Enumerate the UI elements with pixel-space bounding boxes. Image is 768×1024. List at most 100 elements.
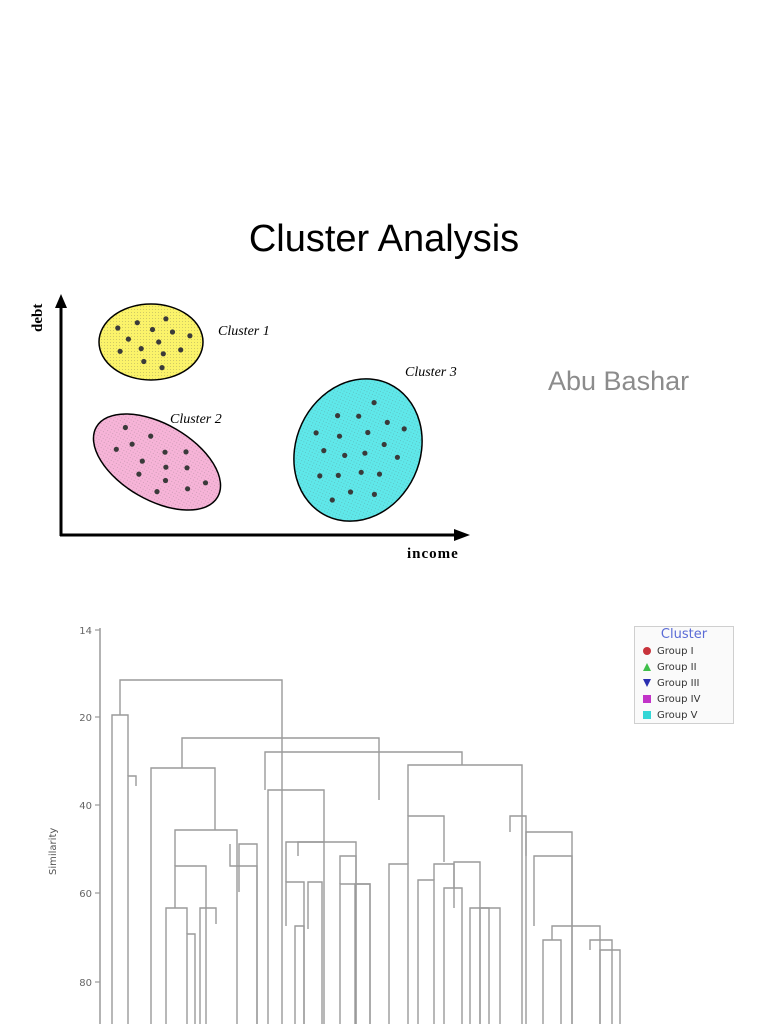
cluster-2-point	[139, 458, 145, 464]
cluster-3-point	[394, 454, 400, 460]
cluster-3-points	[313, 400, 407, 503]
cluster-3-point	[358, 469, 364, 475]
cluster-3-point	[335, 413, 341, 419]
cluster-3-point	[376, 471, 383, 477]
dendrogram-link	[407, 815, 445, 864]
legend-title: Cluster	[660, 627, 708, 642]
cluster-3-point	[336, 433, 343, 439]
cluster-3-point	[362, 450, 368, 456]
cluster-1-point	[141, 358, 147, 365]
dendrogram-link	[297, 841, 357, 1024]
cluster-3-point	[347, 489, 354, 495]
dendro-y-axis-label: Similarity	[48, 828, 59, 875]
cluster-2-point	[202, 480, 209, 486]
legend-label: Group IV	[657, 693, 701, 705]
y-axis-label: debt	[30, 304, 46, 332]
dendrogram-link	[181, 737, 380, 800]
dendro-y-tick-label: 80	[79, 978, 92, 989]
dendrogram-link	[285, 841, 325, 1024]
cluster-3: Cluster 3	[293, 365, 457, 522]
dendrogram-link	[453, 861, 481, 1024]
cluster-3-label: Cluster 3	[405, 365, 457, 380]
legend-label: Group I	[657, 645, 694, 657]
cluster-1-point	[149, 326, 156, 333]
dendrogram-link	[443, 887, 463, 1024]
cluster-1-point	[159, 365, 165, 371]
cluster-1-point	[163, 316, 169, 322]
legend-marker-icon	[643, 711, 651, 719]
cluster-1-point	[125, 336, 131, 342]
dendrogram-link	[589, 939, 613, 1024]
legend-label: Group V	[657, 709, 698, 721]
dendro-y-tick-label: 20	[79, 713, 92, 724]
slide-title: Cluster Analysis	[248, 218, 520, 260]
cluster-1-point	[134, 320, 140, 326]
cluster-3-point	[329, 497, 335, 503]
dendrogram-link	[111, 714, 129, 1024]
dendrogram-link	[186, 933, 196, 1024]
dendro-y-tick-label: 14	[79, 626, 92, 637]
dendrogram-link	[407, 764, 523, 1024]
cluster-2-point	[184, 465, 190, 471]
cluster-3-point	[313, 430, 319, 436]
cluster-2-points	[113, 424, 209, 495]
legend-marker-icon	[643, 663, 651, 671]
dendrogram-link	[599, 949, 621, 1024]
legend-marker-icon	[643, 695, 651, 703]
legend-marker-icon	[643, 647, 651, 655]
cluster-2-label: Cluster 2	[170, 412, 222, 427]
dendrogram-link	[533, 855, 573, 1024]
cluster-1-label: Cluster 1	[218, 324, 270, 339]
dendro-y-tick-label: 40	[79, 801, 92, 812]
dendrogram-link	[433, 863, 455, 888]
dendrogram-link	[307, 881, 323, 1024]
dendrogram-links	[111, 679, 621, 1024]
cluster-3-point	[321, 448, 327, 454]
cluster-1: Cluster 1	[98, 303, 270, 381]
dendrogram-link	[199, 907, 217, 1024]
dendrogram-link	[267, 789, 325, 1024]
cluster-3-point	[317, 473, 323, 479]
cluster-3-point	[365, 429, 371, 436]
legend-marker-icon	[643, 679, 651, 687]
cluster-1-point	[117, 348, 123, 354]
cluster-1-point	[160, 351, 166, 357]
dendrogram-link	[542, 939, 562, 1024]
cluster-2-point	[129, 441, 135, 447]
x-axis-arrow	[454, 529, 470, 541]
cluster-2-point	[162, 449, 168, 455]
dendrogram-link	[150, 767, 216, 1024]
x-axis-label: income	[407, 546, 459, 562]
dendrogram-link	[127, 775, 137, 1024]
slide-author: Abu Bashar	[548, 366, 690, 396]
cluster-3-point	[342, 452, 348, 458]
dendrogram-link	[294, 925, 305, 1024]
cluster-2-point	[148, 433, 154, 439]
cluster-2-point	[183, 449, 189, 455]
dendro-legend: Cluster Group I Group II Group III Group IV…	[634, 626, 734, 724]
cluster-scatter-chart: debt income Cluster 1 Cluster 2 Cluster …	[30, 294, 470, 562]
cluster-3-point	[384, 419, 390, 425]
cluster-2-point	[162, 477, 169, 484]
cluster-3-point	[401, 426, 407, 432]
dendrogram-link	[229, 844, 258, 1024]
dendrogram-link	[417, 879, 435, 1024]
dendrogram-link	[509, 815, 527, 1024]
cluster-1-point	[187, 333, 193, 339]
cluster-2-point	[136, 471, 142, 477]
legend-item: Group II	[635, 659, 733, 675]
cluster-2-point	[113, 446, 119, 452]
dendrogram-link	[525, 831, 573, 1024]
dendrogram-link	[238, 843, 258, 1024]
cluster-2-point	[122, 424, 128, 431]
dendrogram-link	[339, 855, 357, 1024]
cluster-2-point	[163, 464, 169, 470]
cluster-1-point	[138, 346, 144, 352]
cluster-3-point	[335, 472, 341, 478]
cluster-2: Cluster 2	[92, 412, 222, 511]
cluster-1-point	[115, 325, 121, 331]
legend-item: Group III	[635, 675, 733, 691]
cluster-1-points	[115, 316, 193, 371]
cluster-3-point	[356, 413, 362, 419]
dendrogram-link	[119, 679, 283, 1024]
